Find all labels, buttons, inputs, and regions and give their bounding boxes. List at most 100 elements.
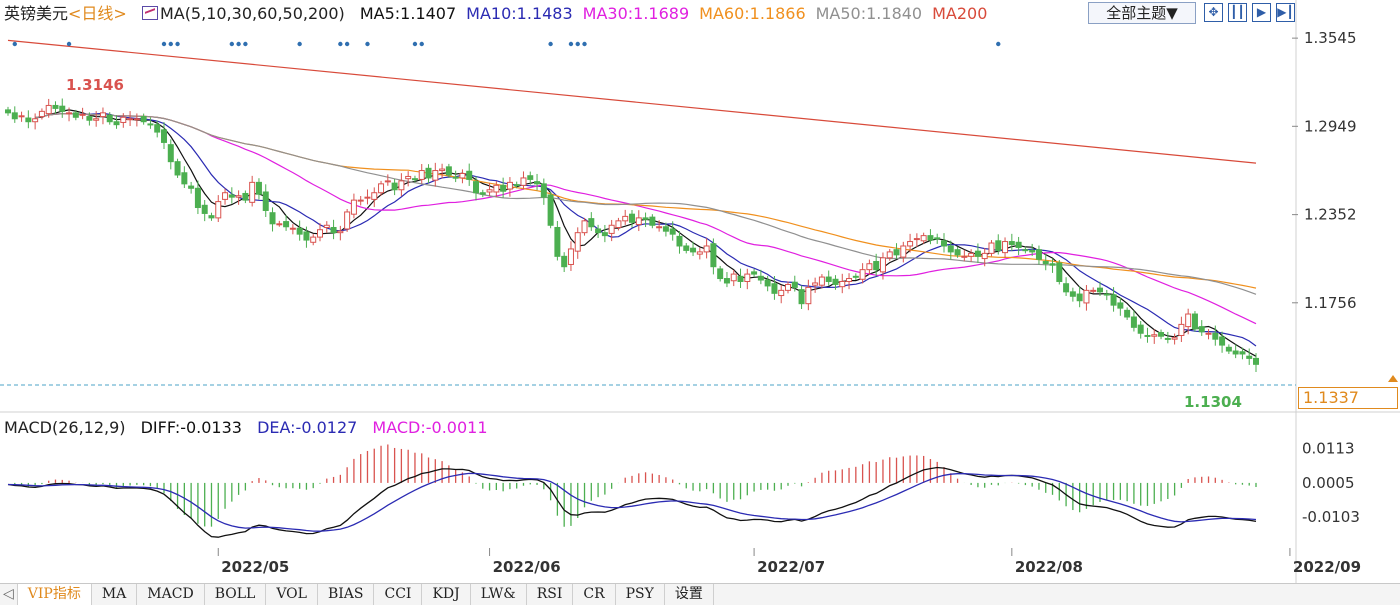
candle-body [378,183,385,194]
candle-body [778,289,785,297]
bars-icon[interactable]: ┃┃ [1228,3,1247,22]
candle-body [771,283,778,294]
ma-legend-item: MA200 [932,4,988,23]
tab-9[interactable]: LW& [471,584,527,605]
macd-tick-label: 0.0005 [1302,474,1355,492]
candle-body [1029,249,1036,253]
candle-body [812,282,819,286]
candle-body [561,255,568,268]
candle-body [344,211,351,230]
candle-body [683,245,690,251]
next-icon[interactable]: ▶ [1252,3,1271,22]
candle-body [384,180,391,183]
candle-body [1178,323,1185,336]
price-tick-label: 1.3545 [1304,29,1357,47]
candle-body [459,172,466,179]
candle-body [635,217,642,226]
move-icon[interactable]: ✥ [1204,3,1223,22]
signal-dot [344,41,350,47]
candle-body [615,220,622,228]
tab-5[interactable]: VOL [266,584,318,605]
candle-body [289,227,296,230]
candle-body [181,172,188,185]
candle-body [283,221,290,228]
tab-8[interactable]: KDJ [422,584,471,605]
macd-tick-label: 0.0113 [1302,440,1355,458]
tab-3[interactable]: MACD [137,584,205,605]
signal-dot [175,41,180,47]
candle-body [120,116,127,123]
candle-body [1158,332,1165,337]
candle-body [927,235,934,241]
x-tick-label: 2022/05 [221,558,289,576]
candle-body [846,278,853,282]
candle-body [981,252,988,260]
ma200-line [7,39,1257,164]
tabs-scroll-left-icon[interactable]: ◁ [0,584,18,605]
candle-body [751,271,758,275]
tab-11[interactable]: CR [573,584,616,605]
candle-body [723,278,730,284]
ma-legend-item: MA60:1.1866 [699,4,806,23]
ma5-line [35,109,1257,357]
tab-1[interactable]: VIP指标 [17,584,92,605]
candle-body [1117,302,1124,309]
candle-body [1239,351,1246,355]
macd-tick-label: -0.0103 [1302,508,1360,526]
candle-body [520,177,527,186]
candle-body [866,263,873,271]
candle-body [1219,336,1226,346]
candle-body [235,195,242,198]
candle-body [1198,326,1205,333]
candle-body [208,215,215,219]
ma-spec: MA(5,10,30,60,50,200) [141,4,345,23]
candle-body [38,110,45,118]
candle-body [1049,263,1056,266]
candle-body [574,232,581,252]
tab-10[interactable]: RSI [527,584,574,605]
candle-body [1056,262,1063,282]
candle-body [737,275,744,282]
candle-body [988,242,995,254]
candle-body [1069,291,1076,297]
tab-13[interactable]: 设置 [665,584,714,605]
candle-body [941,240,947,247]
candle-body [405,175,412,180]
theme-select-button[interactable]: 全部主题▼ [1088,2,1196,24]
candle-body [113,121,120,126]
tab-12[interactable]: PSY [616,584,665,605]
candle-body [79,113,86,116]
candle-body [1076,293,1083,302]
candle-body [296,227,303,235]
tab-4[interactable]: BOLL [205,584,267,605]
candle-body [717,268,724,280]
candle-body [1124,309,1131,318]
candle-body [934,237,941,240]
candle-body [1246,355,1253,359]
candle-body [330,226,337,234]
candle-body [601,232,608,237]
tab-2[interactable]: MA [92,584,138,605]
candle-body [649,216,656,226]
macd-dea: DEA:-0.0127 [257,418,358,437]
dea-line [7,472,1257,532]
end-icon[interactable]: ▶┃ [1276,3,1295,22]
candle-body [215,201,222,219]
tab-7[interactable]: CCI [374,584,423,605]
candle-body [527,175,534,180]
candle-body [947,245,954,253]
period-label[interactable]: <日线> [68,4,127,23]
candle-body [418,170,425,180]
ma-legend-item: MA10:1.1483 [466,4,573,23]
candle-body [1090,289,1097,292]
candle-body [350,199,357,215]
candle-body [452,176,459,179]
candle-body [900,245,907,258]
candle-body [262,191,269,211]
tab-6[interactable]: BIAS [318,584,375,605]
ma10-line [35,112,1257,347]
candle-body [595,228,602,234]
candle-body [201,204,208,214]
candle-body [72,112,79,118]
